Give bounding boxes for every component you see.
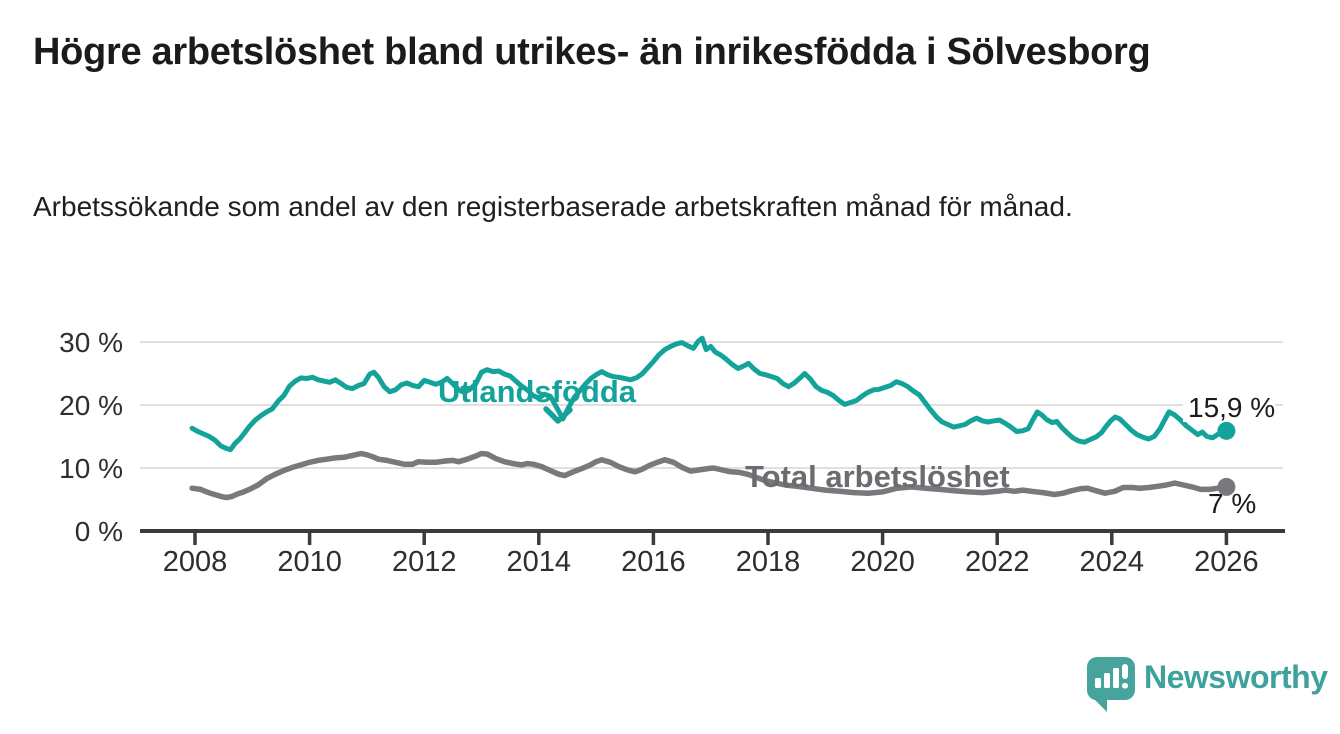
x-tick-label-2016: 2016	[621, 546, 686, 578]
x-tick-label-2020: 2020	[850, 546, 915, 578]
x-tick-label-2024: 2024	[1080, 546, 1145, 578]
series-label-utlandsfodda: Utlandsfödda	[438, 374, 637, 409]
end-label-backdrop	[1183, 392, 1275, 422]
logo-bar-2	[1104, 673, 1110, 688]
end-value-utlandsfodda: 15,9 %	[1188, 392, 1275, 423]
x-tick-label-2026: 2026	[1194, 546, 1259, 578]
logo-bar-1	[1095, 678, 1101, 688]
brand-wordmark: Newsworthy	[1144, 659, 1328, 695]
newsworthy-brand: Newsworthy	[1085, 654, 1328, 712]
y-tick-label-0: 0 %	[75, 516, 123, 547]
series-label-total: Total arbetslöshet	[745, 459, 1010, 494]
page-subtitle: Arbetssökande som andel av den registerb…	[33, 191, 1073, 222]
end-dot-total	[1217, 477, 1236, 496]
series-line-total	[189, 450, 1230, 501]
x-tick-label-2012: 2012	[392, 546, 457, 578]
newsworthy-logo-icon	[1086, 657, 1135, 712]
logo-bar-3	[1113, 668, 1119, 688]
logo-exclamation-dot	[1122, 683, 1128, 689]
speech-bubble-shape	[1086, 657, 1135, 712]
y-tick-label-30: 30 %	[59, 327, 123, 358]
y-tick-label-10: 10 %	[59, 453, 123, 484]
x-tick-label-2008: 2008	[163, 546, 228, 578]
x-tick-label-2010: 2010	[277, 546, 342, 578]
x-tick-label-2014: 2014	[507, 546, 572, 578]
chevron-down-icon	[543, 406, 573, 424]
end-dot-utlandsfodda	[1217, 421, 1236, 440]
x-tick-label-2018: 2018	[736, 546, 801, 578]
x-tick-label-2022: 2022	[965, 546, 1030, 578]
logo-exclamation-bar	[1122, 664, 1128, 679]
page-title: Högre arbetslöshet bland utrikes- än inr…	[33, 31, 1151, 73]
series-line-utlandsfodda	[189, 335, 1229, 453]
y-tick-label-20: 20 %	[59, 390, 123, 421]
